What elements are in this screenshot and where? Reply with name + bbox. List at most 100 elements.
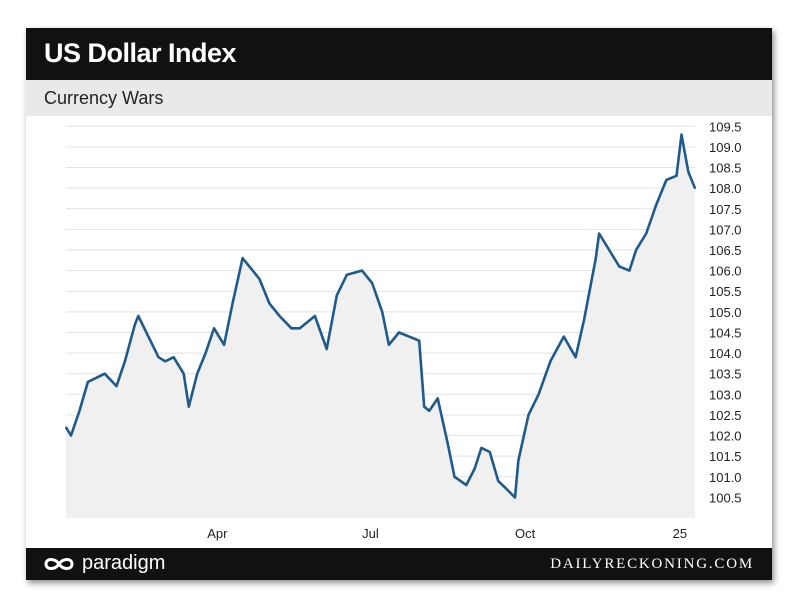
data-point [314, 315, 316, 317]
data-point [408, 335, 410, 338]
data-point [665, 179, 668, 181]
y-axis-labels: 100.5 101.0 101.5 102.0 102.5 103.0 103.5 104.0… [709, 119, 742, 505]
paradigm-logo-icon [44, 558, 74, 570]
data-point [187, 405, 190, 408]
data-point [446, 442, 449, 445]
data-point [517, 459, 520, 462]
data-point [549, 360, 552, 363]
data-point [335, 294, 338, 297]
data-point [371, 282, 373, 284]
data-point [204, 352, 207, 354]
data-point [87, 381, 89, 383]
y-tick-label: 104.0 [709, 346, 742, 361]
y-tick-label: 108.5 [709, 161, 742, 176]
y-tick-label: 102.0 [709, 429, 742, 444]
data-point [241, 257, 244, 260]
data-point [388, 343, 390, 346]
y-tick-label: 109.0 [709, 140, 742, 155]
data-point [465, 484, 468, 486]
data-point [537, 393, 540, 396]
y-tick-label: 107.0 [709, 222, 742, 237]
site-name: DAILYRECKONING.COM [550, 556, 754, 572]
x-tick-label: Jul [362, 526, 379, 541]
brand-name: paradigm [82, 552, 166, 574]
data-point [251, 269, 254, 272]
data-point [505, 488, 508, 490]
data-point [196, 372, 199, 375]
y-tick-label: 102.5 [709, 408, 742, 423]
line-chart: 100.5 101.0 101.5 102.0 102.5 103.0 103.5 104.0… [26, 116, 772, 548]
data-point [124, 360, 126, 363]
data-point [298, 327, 301, 330]
y-tick-label: 103.0 [709, 387, 742, 402]
data-point [346, 273, 348, 276]
data-point [147, 335, 150, 338]
data-point [594, 257, 597, 260]
data-point [488, 451, 491, 453]
data-point [453, 475, 456, 478]
data-point [213, 327, 215, 330]
data-point [436, 397, 439, 400]
data-point [258, 278, 261, 280]
data-point [655, 203, 658, 206]
data-point [423, 405, 426, 408]
y-tick-label: 105.0 [709, 305, 742, 320]
y-tick-label: 106.0 [709, 264, 742, 279]
data-point [598, 232, 600, 235]
data-point [268, 302, 271, 305]
subtitle-bar: Currency Wars [26, 80, 772, 116]
data-point [687, 170, 690, 173]
data-point [618, 265, 621, 268]
data-point [694, 187, 696, 190]
data-point [473, 467, 476, 470]
data-point [78, 409, 81, 412]
y-tick-label: 107.5 [709, 202, 742, 217]
data-point [514, 496, 516, 499]
y-tick-label: 109.5 [709, 119, 742, 134]
data-point [608, 249, 611, 251]
y-tick-label: 106.5 [709, 243, 742, 258]
series-area [66, 134, 695, 518]
data-point [115, 385, 118, 387]
data-point [361, 269, 363, 272]
data-point [381, 310, 384, 313]
data-point [103, 372, 106, 375]
data-point [562, 335, 565, 338]
data-point [645, 232, 648, 235]
data-point [480, 447, 483, 449]
chart-title: US Dollar Index [44, 38, 237, 68]
y-tick-label: 100.5 [709, 490, 742, 505]
data-point [134, 323, 136, 326]
data-point [137, 315, 140, 317]
line-layer [64, 133, 697, 499]
data-point [418, 339, 421, 342]
title-bar: US Dollar Index [26, 28, 772, 80]
data-point [278, 315, 281, 317]
x-tick-label: 25 [673, 526, 687, 541]
data-point [182, 372, 185, 375]
data-point [635, 249, 637, 251]
chart-card: US Dollar Index Currency Wars 100.5 101.0… [26, 28, 772, 580]
data-point [65, 426, 67, 429]
data-point [231, 302, 234, 305]
x-tick-label: Apr [207, 526, 228, 541]
chart-subtitle: Currency Wars [44, 88, 164, 108]
data-point [497, 480, 500, 482]
data-point [157, 356, 160, 359]
data-point [583, 319, 585, 321]
data-point [290, 327, 293, 330]
data-point [223, 343, 226, 346]
y-tick-label: 101.0 [709, 470, 742, 485]
y-tick-label: 104.5 [709, 325, 742, 340]
y-tick-label: 103.5 [709, 367, 742, 382]
data-point [95, 376, 98, 379]
data-point [628, 269, 631, 272]
data-point [172, 356, 175, 359]
data-point [428, 409, 431, 412]
y-tick-label: 108.0 [709, 181, 742, 196]
data-point [675, 174, 678, 177]
data-point [398, 331, 400, 334]
x-tick-label: Oct [515, 526, 536, 541]
data-point [574, 356, 577, 359]
y-tick-label: 101.5 [709, 449, 742, 464]
